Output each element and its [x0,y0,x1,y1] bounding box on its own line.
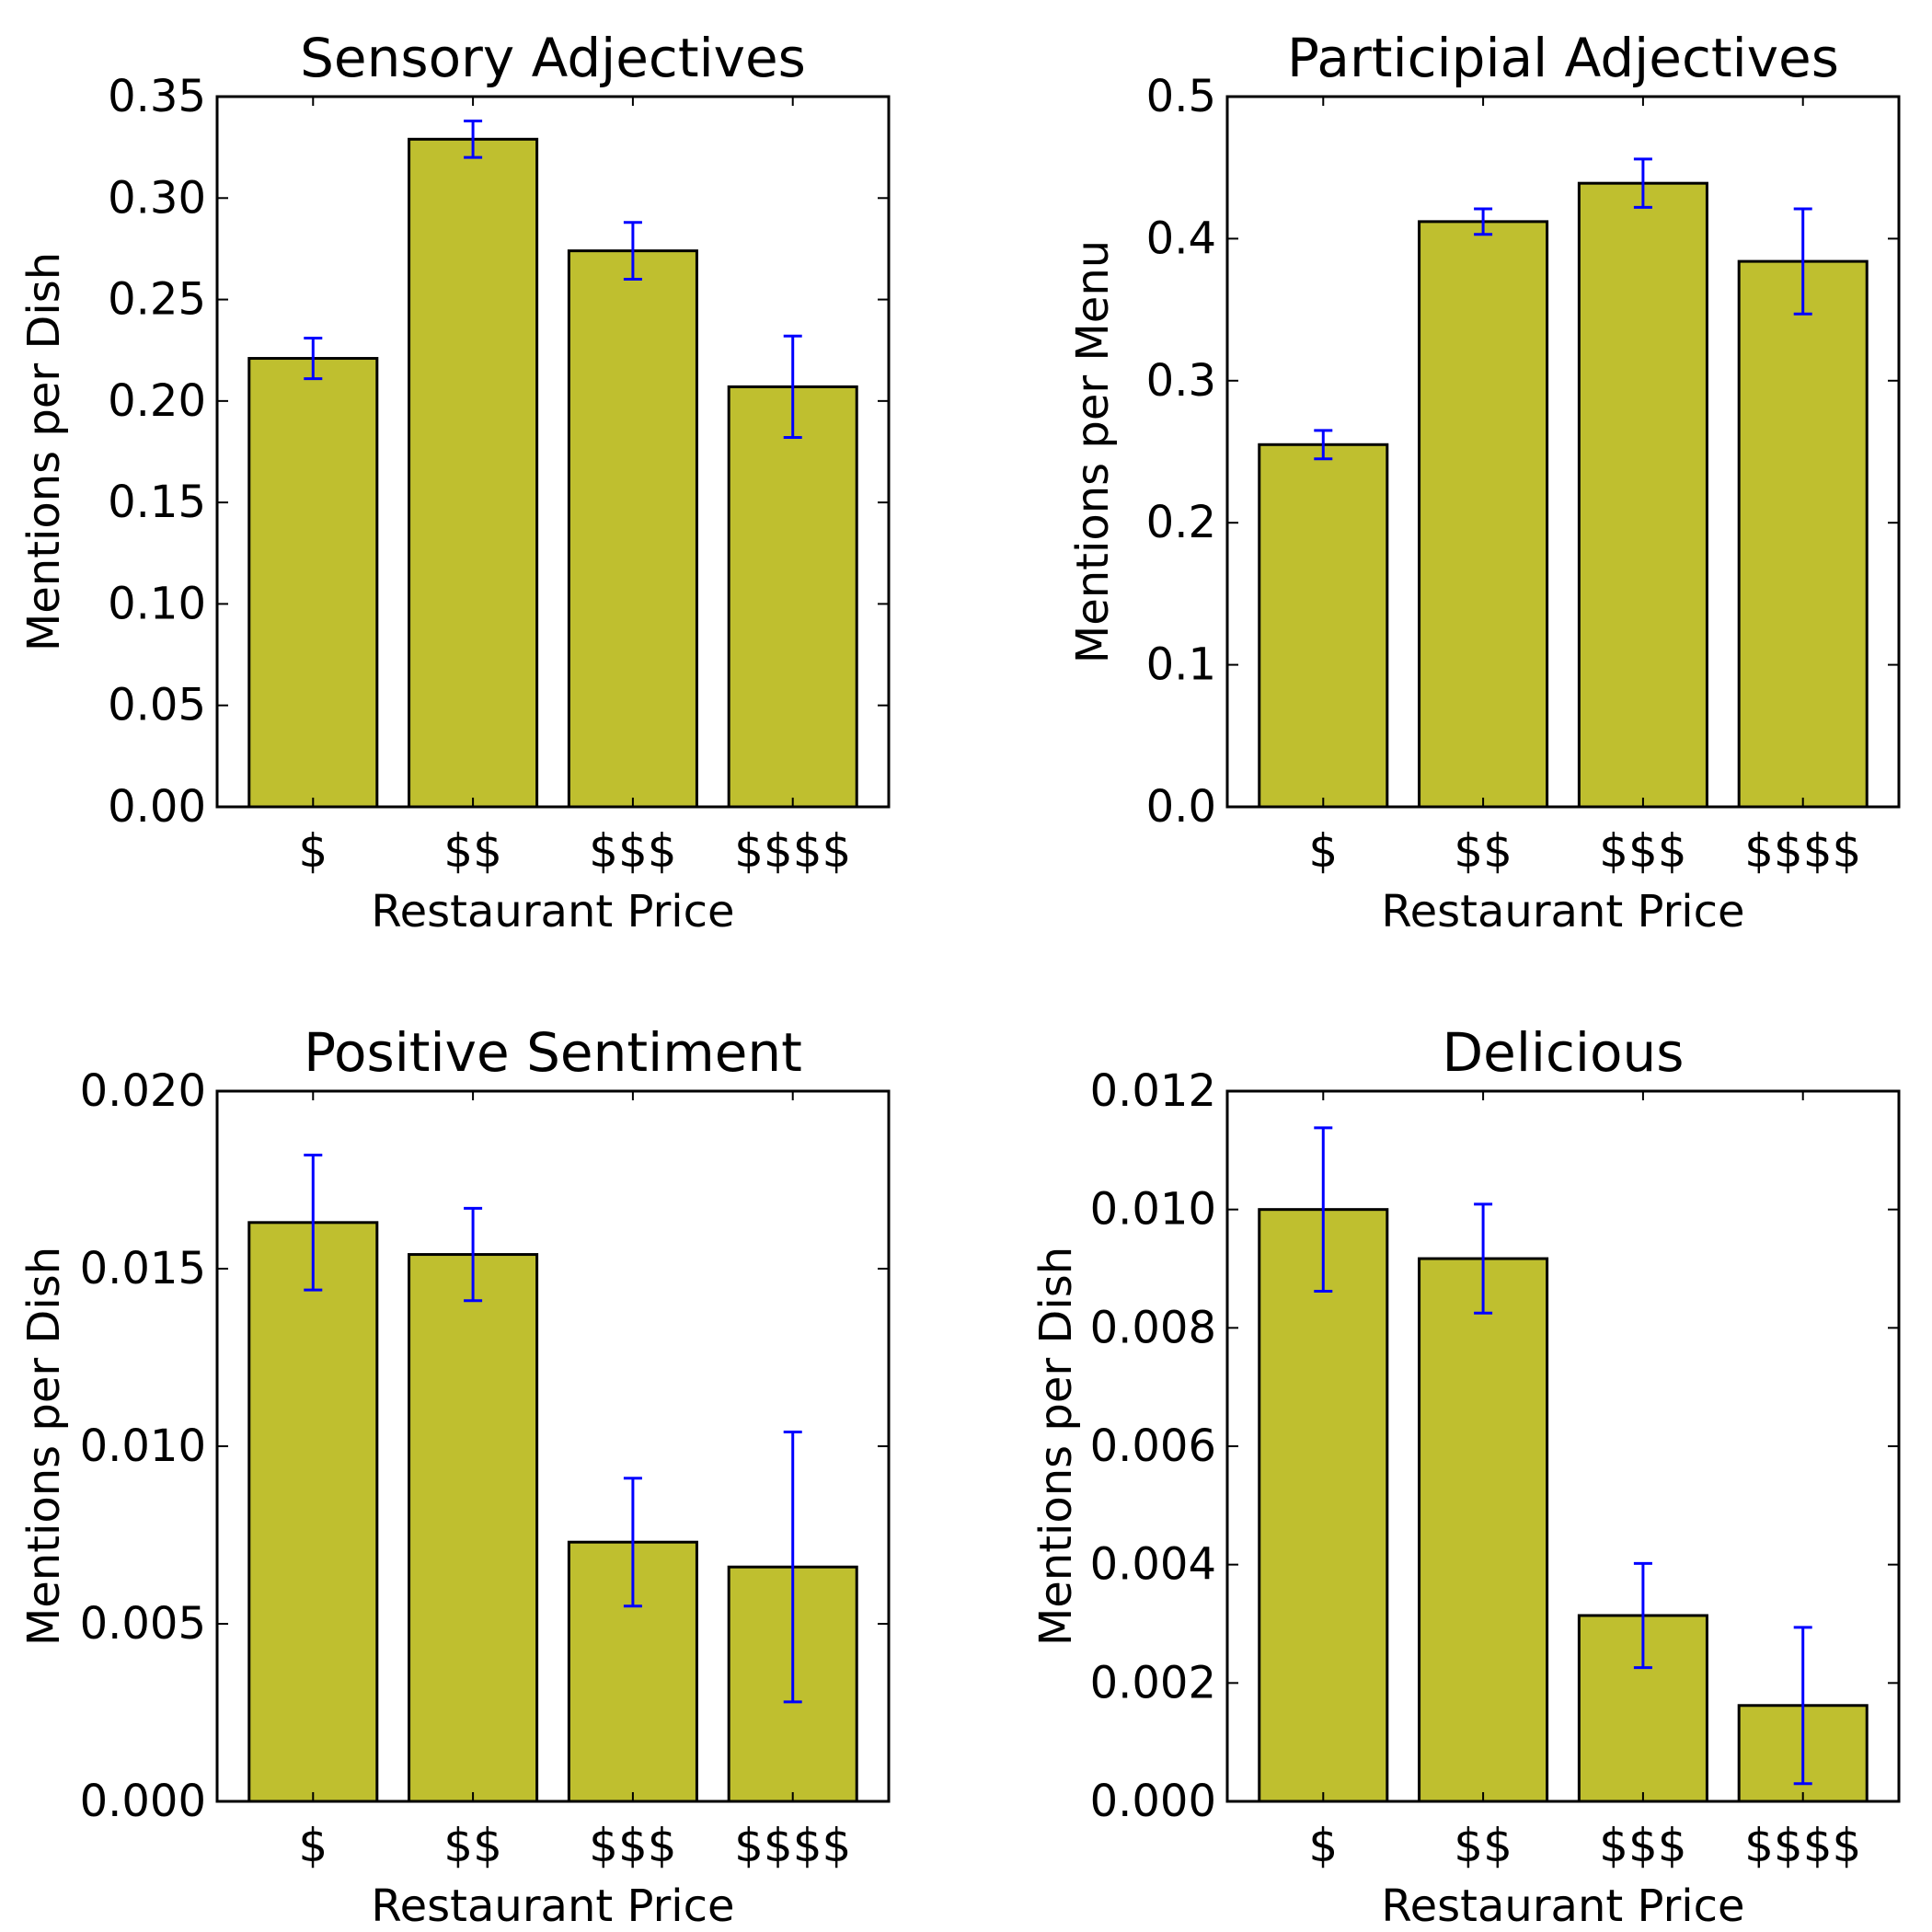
chart-title: Participial Adjectives [1287,27,1839,89]
y-tick-label: 0.15 [108,477,206,528]
y-tick-label: 0.010 [1090,1184,1216,1236]
y-tick-label: 0.25 [108,274,206,326]
y-tick-label: 0.006 [1090,1420,1216,1472]
error-bar [783,1431,802,1704]
bar [247,357,379,809]
y-tick-label: 0.05 [108,680,206,731]
y-tick-label: 0.4 [1146,213,1216,264]
y-tick-label: 0.1 [1146,639,1216,691]
y-tick-label: 0.002 [1090,1657,1216,1708]
y-tick-label: 0.015 [80,1243,206,1294]
bar [567,249,698,809]
error-bar [623,1477,642,1608]
y-axis-label: Mentions per Dish [1030,1247,1082,1646]
y-tick-label: 0.010 [80,1420,206,1472]
error-bar [1314,1126,1333,1293]
error-bar [1793,207,1812,316]
y-axis-label: Mentions per Dish [18,252,70,651]
chart-panel: $ $$ $$$ $$$$0.0000.0050.0100.0150.020Posit… [18,1021,891,1932]
error-bar [783,334,802,440]
bar [1418,220,1549,809]
x-axis-label: Restaurant Price [371,886,734,937]
error-bar [304,1153,323,1292]
x-tick-label: $$$$ [1744,824,1861,878]
chart-panel: $ $$ $$$ $$$$0.0000.0020.0040.0060.0080.010… [1030,1021,1901,1932]
y-tick-label: 0.008 [1090,1302,1216,1353]
y-tick-label: 0.00 [108,781,206,833]
y-tick-label: 0.5 [1146,71,1216,122]
plot-frame [1225,95,1901,809]
error-bar [1314,429,1333,461]
x-tick-label: $$$ [1599,824,1686,878]
error-bar [623,221,642,282]
x-tick-label: $$$$ [734,824,851,878]
error-bar [464,1206,483,1303]
bar [1418,1257,1549,1803]
x-tick-label: $ [1308,824,1338,878]
error-bar [1474,1202,1493,1315]
x-tick-label: $ [1308,1819,1338,1872]
y-tick-label: 0.000 [1090,1776,1216,1827]
bar [408,137,539,809]
error-bar [1633,157,1652,209]
chart-panel: $ $$ $$$ $$$$0.00.10.20.30.40.5Participial … [1067,27,1901,937]
x-tick-label: $$$$ [734,1819,851,1872]
bar [727,385,858,809]
bar [247,1221,379,1803]
y-tick-label: 0.004 [1090,1539,1216,1591]
y-tick-label: 0.2 [1146,497,1216,548]
bar [1737,259,1869,809]
chart-title: Sensory Adjectives [300,27,806,89]
y-tick-label: 0.005 [80,1598,206,1650]
chart-title: Delicious [1442,1021,1684,1084]
y-tick-label: 0.30 [108,172,206,224]
x-tick-label: $ [298,824,328,878]
y-axis-label: Mentions per Menu [1067,240,1119,663]
error-bar [1474,207,1493,236]
chart-title: Positive Sentiment [304,1021,802,1084]
plot-frame [215,95,891,809]
error-bar [464,119,483,159]
x-tick-label: $$ [443,824,502,878]
x-tick-label: $$$$ [1744,1819,1861,1872]
bar [1258,1208,1389,1803]
bar [1577,181,1708,809]
subplot-grid: $ $$ $$$ $$$$0.000.050.100.150.200.250.300.… [18,27,1901,1932]
bar [408,1253,539,1803]
y-tick-label: 0.35 [108,71,206,122]
x-tick-label: $$$ [1599,1819,1686,1872]
y-tick-label: 0.000 [80,1776,206,1827]
error-bar [1793,1626,1812,1786]
x-axis-label: Restaurant Price [1381,1880,1744,1932]
error-bar [304,336,323,381]
plot-frame [215,1089,891,1803]
y-tick-label: 0.012 [1090,1065,1216,1117]
y-tick-label: 0.020 [80,1065,206,1117]
y-tick-label: 0.0 [1146,781,1216,833]
x-tick-label: $$ [1454,1819,1512,1872]
x-axis-label: Restaurant Price [371,1880,734,1932]
y-tick-label: 0.3 [1146,355,1216,407]
y-axis-label: Mentions per Dish [18,1247,70,1646]
error-bar [1633,1561,1652,1670]
x-tick-label: $$$ [589,824,676,878]
x-tick-label: $$ [443,1819,502,1872]
bar [1258,443,1389,809]
x-tick-label: $$$ [589,1819,676,1872]
x-axis-label: Restaurant Price [1381,886,1744,937]
x-tick-label: $ [298,1819,328,1872]
y-tick-label: 0.10 [108,578,206,629]
x-tick-label: $$ [1454,824,1512,878]
chart-panel: $ $$ $$$ $$$$0.000.050.100.150.200.250.300.… [18,27,891,937]
y-tick-label: 0.20 [108,375,206,427]
plot-frame [1225,1089,1901,1803]
